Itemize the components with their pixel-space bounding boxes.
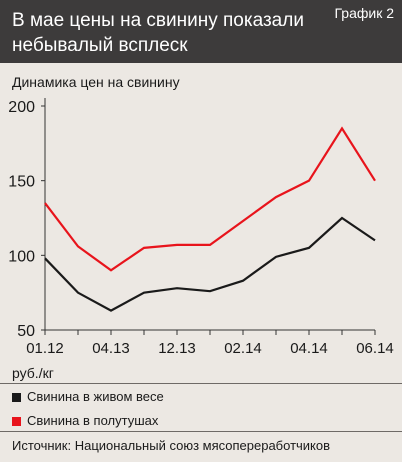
y-tick-label-150: 150: [8, 174, 35, 191]
legend-divider-top: [0, 383, 402, 384]
y-unit-label: руб./кг: [12, 365, 54, 381]
y-tick-label-50: 50: [17, 323, 35, 340]
x-tick-label-06.14: 06.14: [356, 340, 394, 357]
series-line-0: [44, 216, 376, 312]
legend-label-half-carcass: Свинина в полутушах: [27, 413, 159, 428]
x-tick-label-12.13: 12.13: [158, 340, 196, 357]
x-tick-label-01.12: 01.12: [26, 340, 64, 357]
series-line-1: [44, 126, 376, 272]
chart-subtitle: Динамика цен на свинину: [12, 74, 180, 90]
x-tick-label-04.13: 04.13: [92, 340, 130, 357]
legend-label-live-weight: Свинина в живом весе: [27, 389, 164, 404]
legend-item-live-weight: Свинина в живом весе: [12, 389, 164, 407]
y-tick-label-200: 200: [8, 99, 35, 116]
header: В мае цены на свинину показали небывалый…: [0, 0, 402, 63]
source-note: Источник: Национальный союз мясоперерабо…: [12, 438, 331, 453]
legend-item-half-carcass: Свинина в полутушах: [12, 413, 158, 431]
legend-swatch-black: [12, 393, 21, 403]
y-tick-label-100: 100: [8, 248, 35, 265]
source-divider: [0, 431, 402, 432]
legend-swatch-red: [12, 417, 21, 427]
x-tick-label-02.14: 02.14: [224, 340, 262, 357]
chart-number-tag: График 2: [334, 5, 394, 21]
chart-title: В мае цены на свинину показали небывалый…: [12, 10, 304, 56]
x-tick-label-04.14: 04.14: [290, 340, 328, 357]
